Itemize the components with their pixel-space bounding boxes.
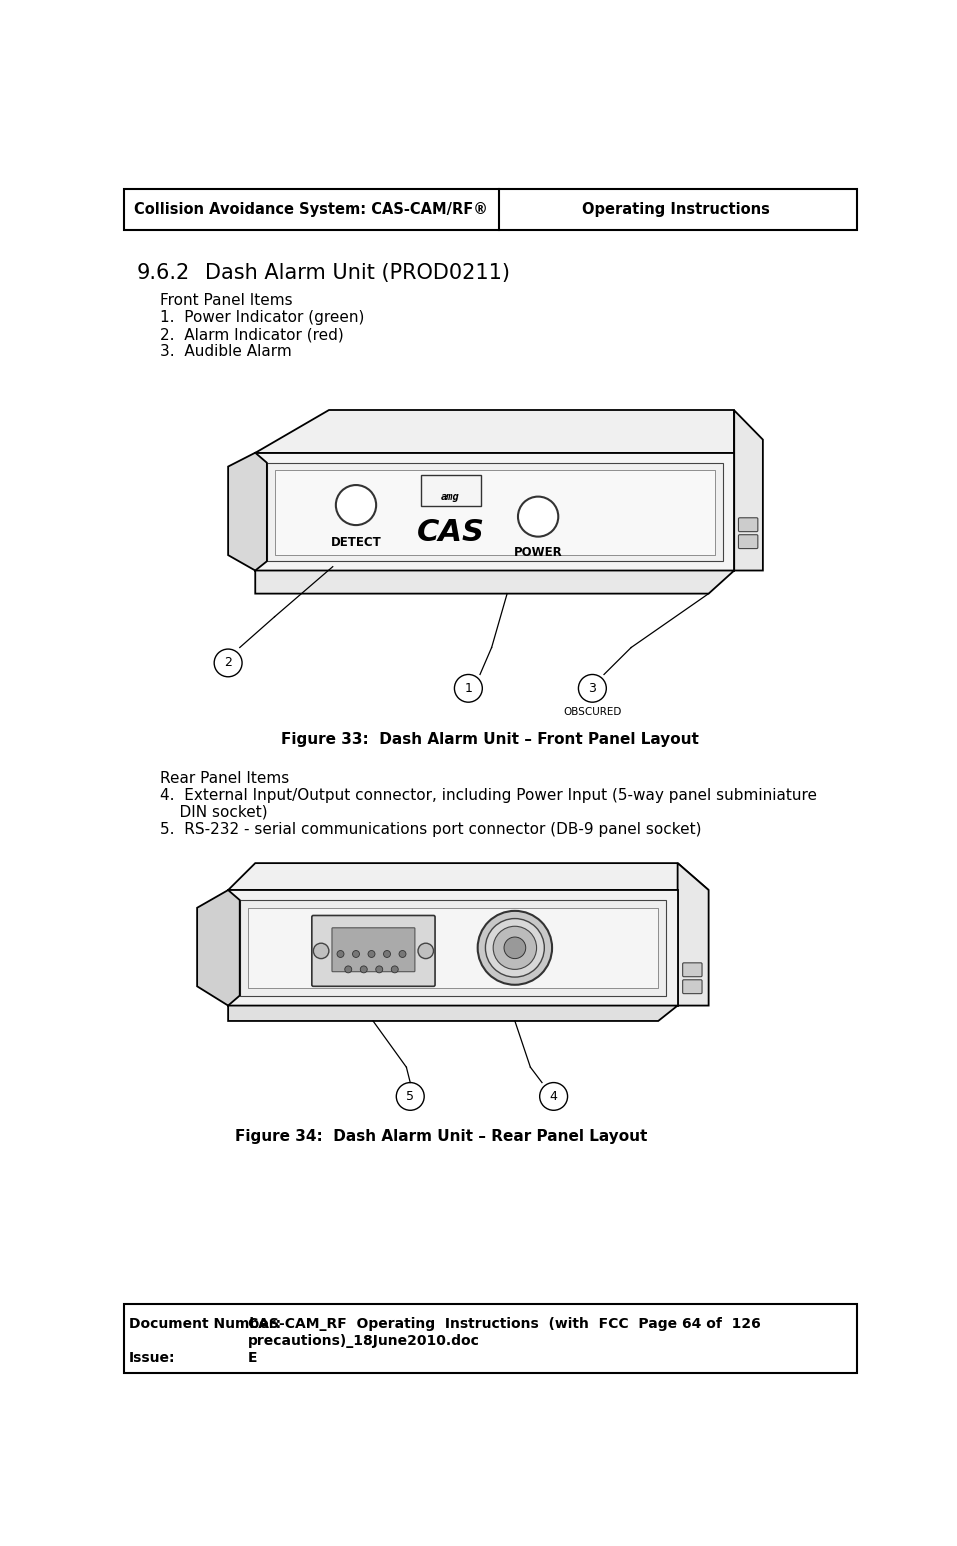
Circle shape <box>518 496 558 536</box>
FancyBboxPatch shape <box>312 915 435 986</box>
Text: 1.  Power Indicator (green): 1. Power Indicator (green) <box>160 311 365 325</box>
Circle shape <box>485 918 545 977</box>
Circle shape <box>360 966 367 972</box>
Text: POWER: POWER <box>514 546 563 560</box>
Bar <box>123 189 857 230</box>
Text: 1: 1 <box>464 682 473 694</box>
FancyBboxPatch shape <box>682 980 702 994</box>
Text: amg: amg <box>441 492 460 502</box>
Circle shape <box>540 1082 568 1110</box>
Polygon shape <box>256 410 734 453</box>
Text: 4: 4 <box>549 1090 558 1102</box>
Text: 9.6.2: 9.6.2 <box>137 263 189 283</box>
Polygon shape <box>240 900 666 996</box>
Circle shape <box>337 951 344 957</box>
FancyBboxPatch shape <box>682 963 702 977</box>
Circle shape <box>384 951 390 957</box>
Text: Issue:: Issue: <box>129 1351 175 1365</box>
FancyBboxPatch shape <box>739 518 758 532</box>
Text: Front Panel Items: Front Panel Items <box>160 294 293 308</box>
Circle shape <box>399 951 406 957</box>
Circle shape <box>313 943 329 959</box>
Circle shape <box>578 674 607 702</box>
Circle shape <box>376 966 383 972</box>
Polygon shape <box>267 462 723 561</box>
Text: Figure 33:  Dash Alarm Unit – Front Panel Layout: Figure 33: Dash Alarm Unit – Front Panel… <box>281 733 699 747</box>
Circle shape <box>478 911 552 985</box>
Polygon shape <box>228 890 678 1005</box>
Circle shape <box>455 674 482 702</box>
Bar <box>123 1303 857 1373</box>
FancyBboxPatch shape <box>739 535 758 549</box>
Text: Collision Avoidance System: CAS-CAM/RF®: Collision Avoidance System: CAS-CAM/RF® <box>134 203 488 216</box>
Text: DIN socket): DIN socket) <box>160 804 268 819</box>
Circle shape <box>396 1082 424 1110</box>
Text: DETECT: DETECT <box>330 536 382 549</box>
Text: 5: 5 <box>407 1090 414 1102</box>
Polygon shape <box>228 1005 678 1020</box>
Polygon shape <box>734 410 763 570</box>
Text: CAS: CAS <box>416 518 484 547</box>
FancyBboxPatch shape <box>332 928 415 972</box>
Circle shape <box>214 649 242 677</box>
Text: precautions)_18June2010.doc: precautions)_18June2010.doc <box>248 1334 479 1348</box>
Circle shape <box>352 951 360 957</box>
Circle shape <box>345 966 352 972</box>
Text: OBSCURED: OBSCURED <box>563 707 621 717</box>
Circle shape <box>336 485 376 526</box>
Text: 2: 2 <box>224 657 232 669</box>
Text: Dash Alarm Unit (PROD0211): Dash Alarm Unit (PROD0211) <box>205 263 510 283</box>
Circle shape <box>504 937 525 959</box>
Polygon shape <box>197 890 240 1005</box>
Polygon shape <box>228 863 708 890</box>
Text: Figure 34:  Dash Alarm Unit – Rear Panel Layout: Figure 34: Dash Alarm Unit – Rear Panel … <box>235 1129 648 1144</box>
Polygon shape <box>228 453 267 570</box>
Text: E: E <box>248 1351 257 1365</box>
Text: 3: 3 <box>589 682 596 694</box>
Polygon shape <box>248 908 658 988</box>
Text: 2.  Alarm Indicator (red): 2. Alarm Indicator (red) <box>160 328 344 342</box>
Circle shape <box>391 966 398 972</box>
Circle shape <box>368 951 375 957</box>
Text: Document Number:: Document Number: <box>129 1317 281 1331</box>
Circle shape <box>493 926 537 969</box>
Circle shape <box>418 943 434 959</box>
Text: Rear Panel Items: Rear Panel Items <box>160 771 289 785</box>
Text: 5.  RS-232 - serial communications port connector (DB-9 panel socket): 5. RS-232 - serial communications port c… <box>160 821 701 836</box>
Polygon shape <box>275 470 715 555</box>
Polygon shape <box>678 863 708 1005</box>
Polygon shape <box>256 453 734 570</box>
Text: CAS-CAM_RF  Operating  Instructions  (with  FCC  Page 64 of  126: CAS-CAM_RF Operating Instructions (with … <box>248 1317 760 1331</box>
Text: 3.  Audible Alarm: 3. Audible Alarm <box>160 345 292 359</box>
Text: Operating Instructions: Operating Instructions <box>582 203 770 216</box>
Text: 4.  External Input/Output connector, including Power Input (5-way panel subminia: 4. External Input/Output connector, incl… <box>160 787 817 802</box>
FancyBboxPatch shape <box>421 475 480 506</box>
Polygon shape <box>256 570 734 594</box>
